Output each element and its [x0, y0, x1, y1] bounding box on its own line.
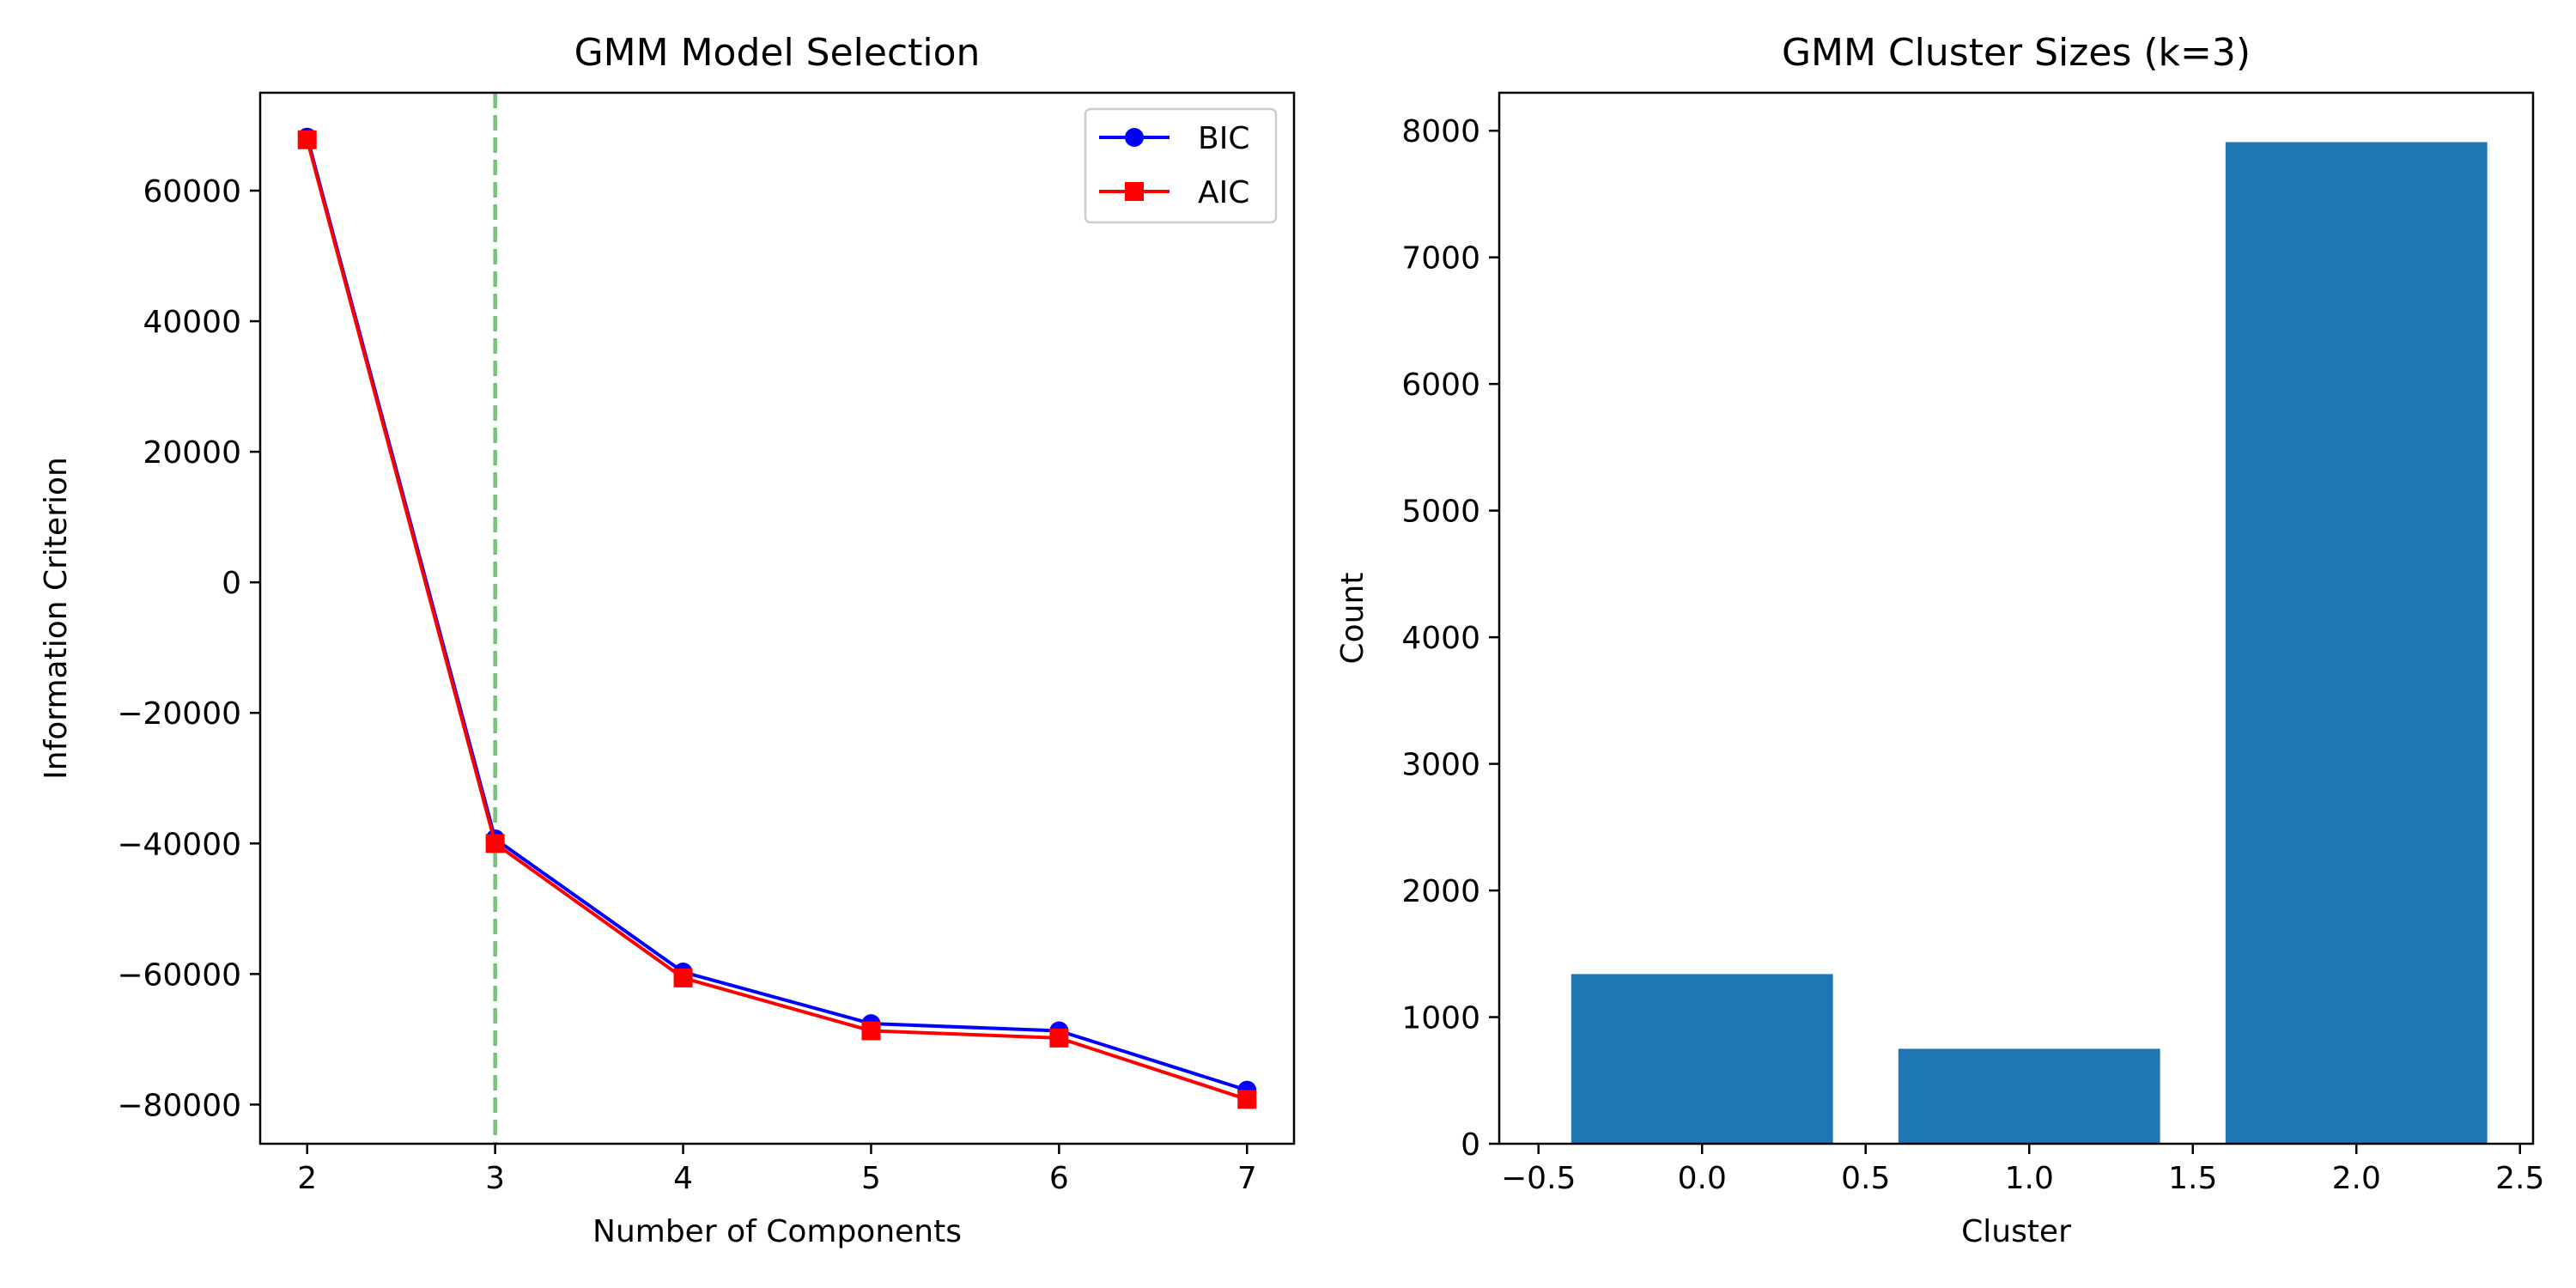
cluster-bar-2: [2225, 142, 2488, 1144]
x-tick-label: 2.0: [2332, 1161, 2381, 1196]
aic-series-line: [305, 139, 1248, 1102]
cluster-sizes-ylabel: Count: [1335, 573, 1370, 665]
model-selection-title: GMM Model Selection: [574, 31, 981, 75]
x-tick-label: −0.5: [1501, 1161, 1576, 1196]
y-tick-label: −20000: [117, 696, 241, 732]
aic-point: [861, 1021, 881, 1041]
x-tick-label: 4: [673, 1161, 693, 1196]
model-selection-xlabel: Number of Components: [592, 1214, 962, 1249]
x-tick-label: 3: [485, 1161, 505, 1196]
x-tick-label: 1.0: [2005, 1161, 2054, 1196]
legend-bic-label: BIC: [1198, 121, 1249, 156]
y-tick-label: 40000: [143, 305, 241, 340]
y-tick-label: −60000: [117, 957, 241, 993]
y-tick-label: 6000: [1401, 368, 1480, 403]
legend-aic-label: AIC: [1198, 175, 1249, 210]
legend-bic-marker: [1125, 128, 1144, 147]
x-tick-label: 2: [297, 1161, 317, 1196]
cluster-sizes-marks: [1571, 142, 2488, 1144]
model-selection-ylabel: Information Criterion: [39, 457, 74, 780]
x-tick-label: 0.5: [1841, 1161, 1890, 1196]
aic-point: [673, 968, 693, 987]
y-tick-label: 0: [1461, 1127, 1480, 1163]
aic-point: [1237, 1090, 1257, 1109]
cluster-sizes-ticks: −0.5 0.0 0.5 1.0 1.5 2.0 2.5 0 1000 2000 3000 4000 5…: [1401, 114, 2544, 1196]
model-selection-legend: BIC AIC: [1084, 107, 1278, 224]
y-tick-label: −40000: [117, 827, 241, 862]
y-tick-label: −80000: [117, 1088, 241, 1123]
legend-aic-marker: [1125, 182, 1144, 201]
cluster-sizes-panel: GMM Cluster Sizes (k=3) Count Cluster −0…: [1335, 31, 2544, 1249]
legend-entry-bic: BIC: [1099, 121, 1249, 156]
cluster-bar-0: [1571, 974, 1833, 1144]
y-tick-label: 7000: [1401, 241, 1480, 276]
cluster-sizes-title: GMM Cluster Sizes (k=3): [1782, 31, 2251, 75]
aic-point: [297, 130, 317, 149]
cluster-sizes-xlabel: Cluster: [1961, 1214, 2071, 1249]
x-tick-label: 0.0: [1678, 1161, 1727, 1196]
y-tick-label: 4000: [1401, 621, 1480, 656]
x-tick-label: 6: [1049, 1161, 1069, 1196]
model-selection-ticks: 2 3 4 5 6 7 60000 40000 20000 0 −20000 −40000 −60000…: [117, 174, 1256, 1196]
legend-entry-aic: AIC: [1099, 175, 1249, 210]
y-tick-label: 0: [222, 566, 241, 601]
cluster-bar-1: [1898, 1048, 2160, 1144]
x-tick-label: 5: [861, 1161, 881, 1196]
x-tick-label: 2.5: [2495, 1161, 2544, 1196]
y-tick-label: 2000: [1401, 874, 1480, 909]
x-tick-label: 7: [1237, 1161, 1257, 1196]
model-selection-marks: [297, 93, 1257, 1144]
aic-point: [1049, 1028, 1069, 1048]
cluster-sizes-axes-frame: [1498, 91, 2535, 1145]
y-tick-label: 5000: [1401, 495, 1480, 530]
x-tick-label: 1.5: [2168, 1161, 2217, 1196]
model-selection-panel: GMM Model Selection Information Criterio…: [39, 31, 1296, 1249]
model-selection-axes-frame: [258, 91, 1296, 1145]
y-tick-label: 8000: [1401, 114, 1480, 149]
y-tick-label: 3000: [1401, 748, 1480, 783]
y-tick-label: 20000: [143, 435, 241, 471]
aic-point: [485, 834, 505, 854]
y-tick-label: 1000: [1401, 1001, 1480, 1036]
y-tick-label: 60000: [143, 174, 241, 210]
